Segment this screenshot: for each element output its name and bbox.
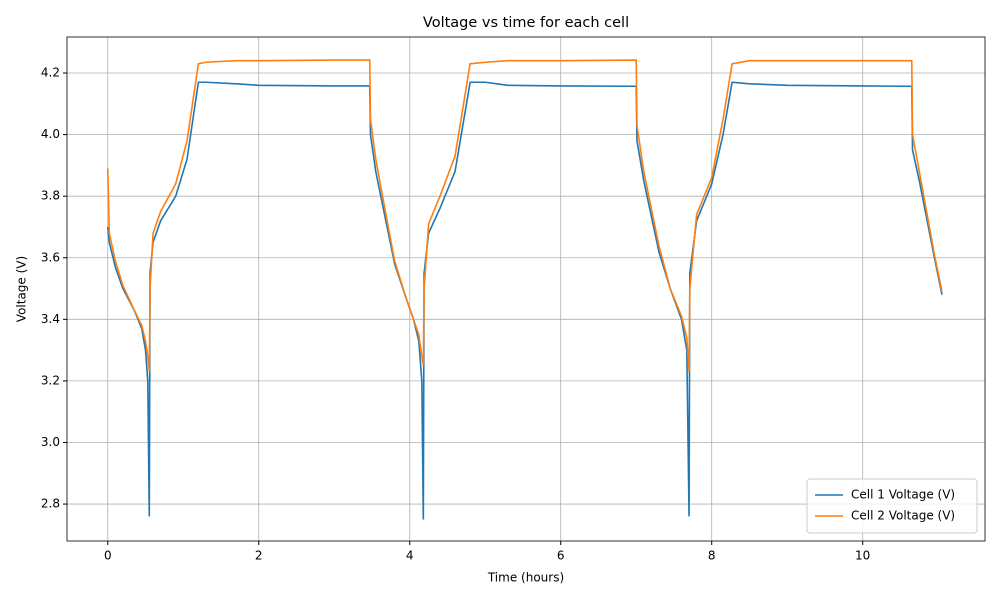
chart-title: Voltage vs time for each cell [423, 15, 629, 31]
x-tick-label: 2 [255, 549, 263, 563]
x-tick-label: 6 [557, 549, 565, 563]
y-tick-label: 4.2 [41, 66, 60, 80]
legend: Cell 1 Voltage (V) Cell 2 Voltage (V) [806, 478, 978, 534]
x-tick-label: 8 [708, 549, 716, 563]
y-tick-label: 4.0 [41, 127, 60, 141]
legend-label: Cell 1 Voltage (V) [851, 488, 955, 502]
y-tick-label: 3.2 [41, 373, 60, 387]
legend-label: Cell 2 Voltage (V) [851, 509, 955, 523]
y-tick-label: 3.6 [41, 250, 60, 264]
x-tick-label: 10 [855, 549, 870, 563]
data-line [106, 59, 943, 372]
y-tick-label: 3.4 [41, 312, 60, 326]
x-axis-label: Time (hours) [487, 571, 564, 585]
y-tick-label: 3.0 [41, 435, 60, 449]
x-tick-label: 4 [406, 549, 414, 563]
y-axis-label: Voltage (V) [15, 256, 29, 322]
data-line [106, 81, 943, 520]
legend-box [806, 478, 978, 534]
y-tick-label: 2.8 [41, 497, 60, 511]
x-tick-label: 0 [104, 549, 112, 563]
y-tick-label: 3.8 [41, 189, 60, 203]
plot-frame [66, 36, 986, 542]
